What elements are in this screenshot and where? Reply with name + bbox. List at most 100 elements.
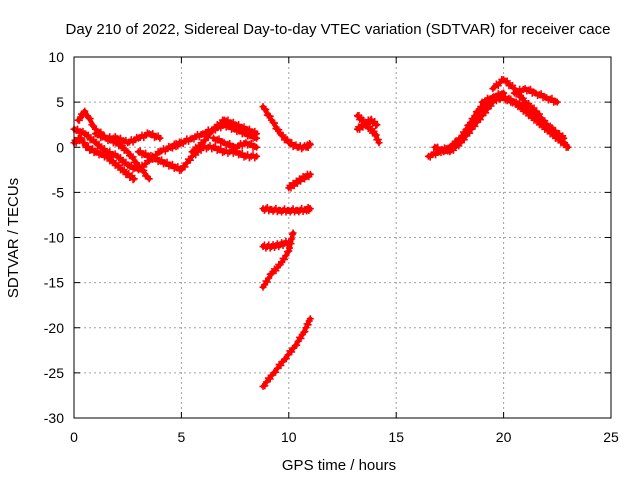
data-point [289,229,297,237]
data-point [235,121,243,129]
data-point [306,205,314,213]
data-point [466,129,474,137]
data-point [134,161,142,169]
y-tick-label: 10 [48,49,64,65]
data-point [186,156,194,164]
data-point [253,130,261,138]
data-point [535,110,543,118]
tick-layer: 0 5 10 15 20 25 -30 -25 -20 -15 -10 -5 0 5 10 [44,49,619,445]
data-point [548,94,556,102]
y-tick-label: -10 [44,230,64,246]
data-point [263,278,271,286]
x-tick-label: 25 [603,429,619,445]
data-point [253,152,261,160]
data-point [523,107,531,115]
data-point [245,125,253,133]
data-point [86,115,94,123]
data-point [247,139,255,147]
data-point [525,100,533,108]
data-point [275,126,283,134]
data-point [238,149,246,157]
data-point [74,125,82,133]
data-point [265,274,273,282]
data-point [372,122,380,130]
data-point [503,77,511,85]
x-axis-label: GPS time / hours [282,457,396,474]
data-point [142,149,150,157]
x-tick-label: 10 [281,429,297,445]
data-point [109,157,117,165]
data-point [106,148,114,156]
data-point [263,378,271,386]
data-point [306,141,314,149]
data-point [206,130,214,138]
data-point [253,143,261,151]
data-point [544,125,552,133]
data-point [120,166,128,174]
data-point [266,112,274,120]
x-tick-label: 5 [178,429,186,445]
data-point [136,147,144,155]
data-point [158,156,166,164]
data-point [537,90,545,98]
data-point [487,102,495,110]
data-point [95,140,103,148]
data-point [528,112,536,120]
data-point [127,161,135,169]
data-point [140,166,148,174]
data-point [99,149,107,157]
data-point [84,131,92,139]
data-point [512,98,520,106]
data-point [460,136,468,144]
data-point [93,147,101,155]
data-point [215,135,223,143]
data-point [553,98,561,106]
data-point [273,364,281,372]
data-point [183,159,191,167]
data-point [541,117,549,125]
data-point [272,368,280,376]
y-tick-label: -30 [44,410,64,426]
y-axis-label: SDTVAR / TECUs [5,178,22,298]
y-tick-label: -20 [44,320,64,336]
data-point [285,238,293,246]
data-point [117,134,125,142]
data-point [462,132,470,140]
data-point [282,355,290,363]
data-point [115,161,123,169]
data-point [129,176,137,184]
data-point [301,328,309,336]
data-point [288,348,296,356]
y-tick-label: -25 [44,365,64,381]
data-point [145,175,153,183]
data-point [518,103,525,111]
data-point [282,252,290,260]
data-point [262,106,270,114]
x-tick-label: 0 [70,429,78,445]
data-point [483,105,491,113]
data-point [224,116,232,124]
data-point [261,382,269,390]
data-point [550,130,558,138]
data-point [482,109,490,117]
data-point [81,139,89,147]
data-point [281,255,289,263]
data-point [375,139,383,147]
data-point [457,139,465,147]
data-point [266,375,274,383]
data-point [149,130,157,138]
data-point [306,170,314,178]
data-point [476,116,484,124]
data-point [177,166,185,174]
data-point [163,158,171,166]
data-point [473,118,481,126]
data-point [297,334,305,342]
data-point [124,148,132,156]
data-point [564,143,572,151]
data-point [81,107,89,115]
data-point [471,122,479,130]
data-layer [70,75,572,390]
data-point [526,85,534,93]
data-point [560,139,568,147]
